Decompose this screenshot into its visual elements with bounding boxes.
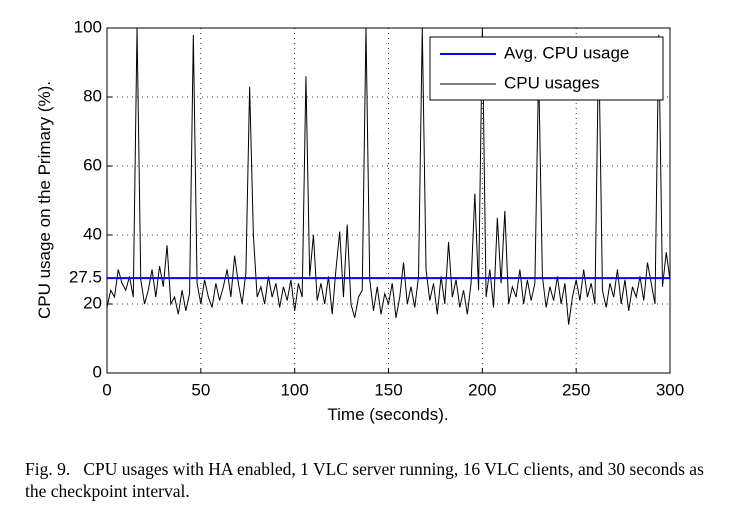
x-tick-label: 250 [562,380,590,399]
x-axis-label: Time (seconds). [327,405,448,424]
legend-box [429,36,664,101]
x-tick-label: 50 [191,380,210,399]
y-tick-label: 20 [83,293,102,312]
chart: Time (seconds). CPU usage on the Primary… [35,17,684,424]
legend-label: Avg. CPU usage [504,43,629,62]
caption: Fig. 9. CPU usages with HA enabled, 1 VL… [25,458,725,502]
y-tick-label: 27.5 [69,268,102,287]
caption-label: Fig. 9. [25,459,71,479]
y-tick-label: 0 [93,362,102,381]
y-tick-label: 80 [83,86,102,105]
x-tick-label: 200 [468,380,496,399]
x-tick-label: 100 [280,380,308,399]
caption-text: CPU usages with HA enabled, 1 VLC server… [25,459,704,501]
x-tick-label: 300 [656,380,684,399]
plot-frame [106,27,671,374]
x-tick-label: 150 [374,380,402,399]
y-tick-label: 100 [74,17,102,36]
data-line [107,28,670,325]
y-tick-label: 40 [83,224,102,243]
legend-label: CPU usages [504,73,599,92]
y-tick-label: 60 [83,155,102,174]
y-axis-label: CPU usage on the Primary (%). [35,81,54,319]
x-tick-label: 0 [102,380,111,399]
